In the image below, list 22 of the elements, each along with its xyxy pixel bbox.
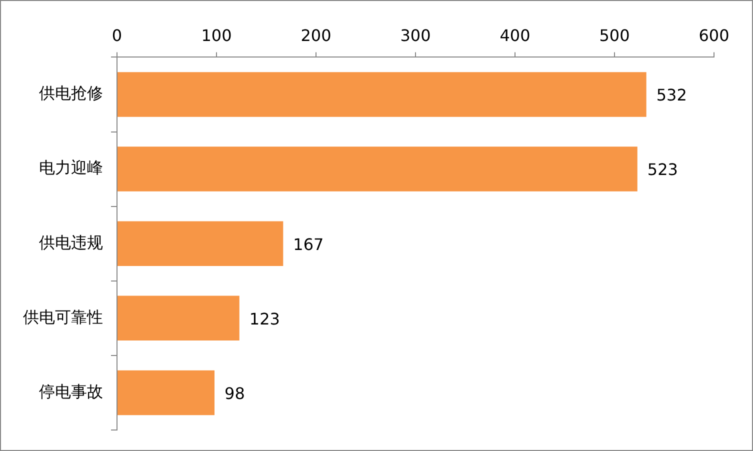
- bar: [118, 221, 284, 266]
- x-tick-label: 400: [500, 26, 530, 45]
- y-tick-label: 停电事故: [39, 382, 103, 401]
- bar: [118, 146, 638, 192]
- data-label: 123: [249, 309, 280, 328]
- data-label: 98: [224, 384, 245, 403]
- x-tick-label: 500: [599, 26, 630, 45]
- x-tick-label: 100: [201, 26, 232, 45]
- y-tick-label: 供电抢修: [39, 84, 103, 103]
- y-tick-label: 供电违规: [39, 232, 103, 252]
- bar: [118, 72, 646, 117]
- x-tick-label: 300: [400, 26, 431, 45]
- x-tick-label: 0: [112, 26, 122, 45]
- bar: [118, 370, 215, 416]
- data-label: 532: [656, 86, 687, 105]
- y-tick-label: 供电可靠性: [23, 307, 103, 326]
- data-label: 523: [647, 160, 678, 180]
- data-label: 167: [293, 234, 324, 254]
- x-tick-label: 600: [698, 26, 730, 45]
- bar: [118, 296, 240, 341]
- x-tick-label: 200: [300, 26, 332, 45]
- y-tick-label: 电力迎峰: [39, 158, 103, 178]
